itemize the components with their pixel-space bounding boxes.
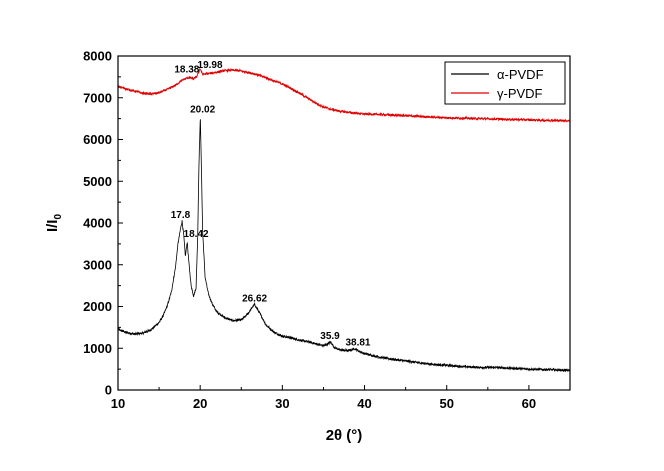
y-axis-title: I/I0 (44, 214, 64, 233)
y-tick-label: 0 (105, 383, 112, 398)
y-tick-label: 6000 (83, 132, 112, 147)
y-tick-label: 8000 (83, 49, 112, 64)
series-line-1 (117, 67, 571, 123)
legend-label-alpha: α-PVDF (497, 67, 544, 82)
y-axis: 0 1000 2000 3000 4000 5000 6000 7000 8000 (83, 49, 123, 398)
peak-label: 26.62 (242, 293, 267, 304)
x-tick-label: 40 (357, 396, 371, 411)
peak-label: 35.9 (320, 331, 340, 342)
series-line-0 (117, 119, 571, 373)
y-axis-title-main: I/I (44, 220, 61, 233)
x-tick-label: 50 (439, 396, 453, 411)
peak-label: 38.81 (345, 338, 370, 349)
legend-box (444, 61, 566, 105)
y-tick-label: 1000 (83, 341, 112, 356)
y-axis-title-subscript: 0 (53, 214, 64, 220)
x-tick-label: 30 (275, 396, 289, 411)
peak-label: 17.8 (171, 210, 191, 221)
svg-text:I/I0: I/I0 (44, 214, 64, 233)
legend: α-PVDF γ-PVDF (444, 61, 566, 105)
x-tick-label: 20 (193, 396, 207, 411)
y-tick-label: 2000 (83, 299, 112, 314)
peak-label: 18.42 (184, 229, 209, 240)
peak-label: 20.02 (190, 104, 215, 115)
y-tick-label: 7000 (83, 90, 112, 105)
x-tick-label: 60 (522, 396, 536, 411)
peak-label: 18.38 (174, 65, 199, 76)
peak-label: 19.98 (198, 60, 223, 71)
y-tick-label: 3000 (83, 257, 112, 272)
x-axis-title: 2θ (°) (326, 427, 363, 444)
y-tick-label: 4000 (83, 216, 112, 231)
plot-area-background (118, 56, 570, 390)
series-lines (117, 67, 571, 373)
y-tick-label: 5000 (83, 174, 112, 189)
x-tick-label: 10 (111, 396, 125, 411)
legend-label-gamma: γ-PVDF (497, 86, 543, 101)
x-axis: 10 20 30 40 50 60 (111, 385, 536, 411)
